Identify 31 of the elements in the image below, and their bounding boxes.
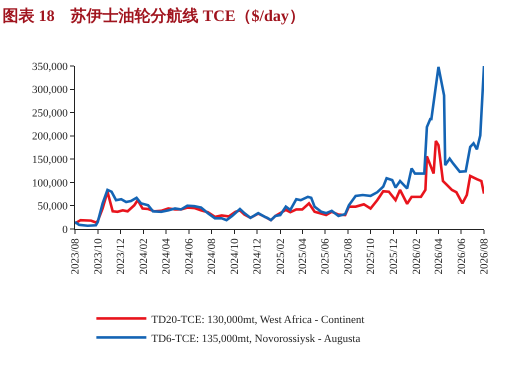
y-tick-label: 100,000 [32, 177, 68, 190]
legend-label: TD20-TCE: 130,000mt, West Africa - Continent [151, 314, 364, 326]
y-tick-label: 300,000 [32, 84, 68, 96]
x-tick-label: 2025/04 [296, 238, 309, 274]
y-tick-label: 150,000 [32, 154, 68, 166]
x-tick-label: 2025/06 [320, 238, 332, 274]
y-tick-label: 50,000 [38, 200, 68, 213]
x-tick-label: 2026/08 [478, 238, 491, 274]
x-tick-label: 2025/12 [388, 238, 400, 274]
y-tick-label: 250,000 [32, 107, 68, 120]
x-tick-label: 2024/10 [228, 238, 241, 274]
x-tick-label: 2025/10 [365, 238, 378, 274]
x-tick-label: 2024/08 [206, 238, 218, 274]
x-tick-label: 2025/08 [342, 238, 354, 274]
legend-label: TD6-TCE: 135,000mt, Novorossiysk - Augusta [151, 332, 360, 345]
x-tick-label: 2023/08 [70, 238, 82, 274]
x-tick-label: 2023/10 [92, 238, 104, 274]
x-tick-label: 2023/12 [115, 238, 128, 274]
x-tick-label: 2026/06 [456, 238, 468, 274]
y-tick-label: 0 [62, 224, 68, 236]
x-tick-label: 2025/02 [274, 238, 287, 274]
x-tick-label: 2024/06 [183, 238, 196, 274]
x-tick-label: 2026/02 [411, 238, 424, 274]
chart-title: 图表 18 苏伊士油轮分航线 TCE（$/day） [2, 6, 305, 25]
y-tick-label: 350,000 [32, 60, 68, 73]
line-series [75, 66, 484, 228]
x-tick-label: 2026/04 [433, 238, 446, 274]
x-tick-label: 2024/12 [252, 238, 264, 274]
x-tick-label: 2024/04 [160, 238, 173, 274]
y-tick-label: 200,000 [32, 130, 68, 143]
x-tick-label: 2024/02 [138, 238, 150, 274]
